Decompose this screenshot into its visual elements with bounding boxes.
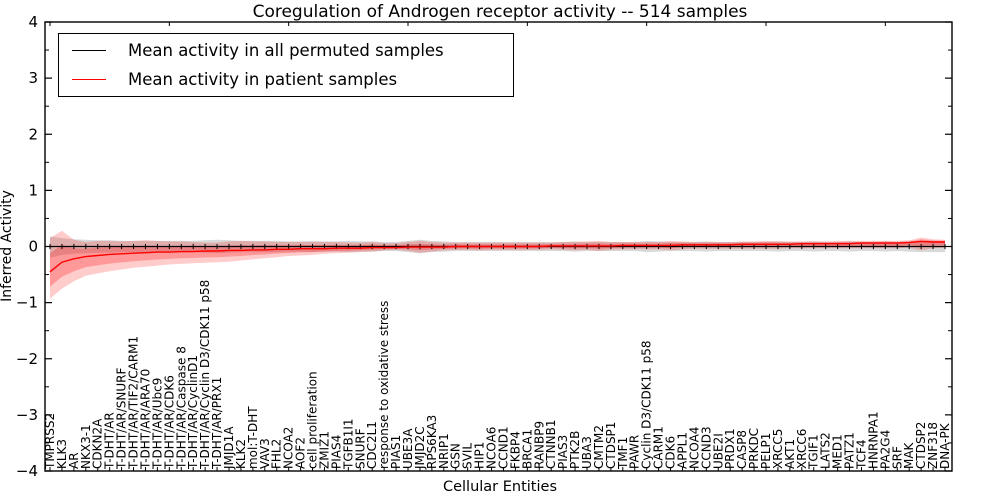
svg-text:T-DHT/AR/PRX1: T-DHT/AR/PRX1 — [210, 377, 224, 470]
svg-text:SVIL: SVIL — [461, 443, 475, 469]
svg-text:PATZ1: PATZ1 — [843, 432, 857, 469]
svg-text:RANBP9: RANBP9 — [532, 421, 546, 469]
svg-text:−2: −2 — [16, 350, 38, 368]
chart-title: Coregulation of Androgen receptor activi… — [252, 2, 748, 22]
svg-text:PELP1: PELP1 — [759, 433, 773, 469]
svg-text:mol:T-DHT: mol:T-DHT — [246, 406, 260, 469]
svg-text:0: 0 — [28, 238, 38, 256]
svg-text:JMJD1A: JMJD1A — [222, 426, 236, 470]
svg-text:MED1: MED1 — [831, 434, 845, 469]
svg-text:UBE3A: UBE3A — [401, 428, 415, 469]
svg-text:2: 2 — [28, 125, 38, 143]
legend-label-patient: Mean activity in patient samples — [128, 70, 398, 89]
svg-text:XRCC6: XRCC6 — [795, 429, 809, 469]
svg-text:SRF: SRF — [890, 446, 904, 469]
svg-text:BRCA1: BRCA1 — [520, 429, 534, 469]
svg-text:T-DHT/AR/Cyclin D3/CDK11 p58: T-DHT/AR/Cyclin D3/CDK11 p58 — [198, 280, 212, 470]
svg-text:TGIF1: TGIF1 — [807, 434, 821, 470]
svg-text:GSN: GSN — [449, 443, 463, 469]
svg-text:PIAS3: PIAS3 — [556, 435, 570, 469]
svg-text:VAV3: VAV3 — [258, 438, 272, 469]
svg-text:PAWR: PAWR — [628, 435, 642, 469]
svg-text:−4: −4 — [16, 462, 38, 480]
legend-item-patient: Mean activity in patient samples — [59, 66, 513, 94]
svg-text:CCND3: CCND3 — [699, 426, 713, 469]
svg-text:NRIP1: NRIP1 — [437, 433, 451, 469]
svg-text:−1: −1 — [16, 294, 38, 312]
svg-text:ZMIZ1: ZMIZ1 — [317, 431, 331, 469]
svg-text:NCOA4: NCOA4 — [687, 427, 701, 469]
svg-text:AR: AR — [67, 452, 81, 469]
svg-text:TMF1: TMF1 — [616, 437, 630, 470]
svg-text:T-DHT/AR/ARA70: T-DHT/AR/ARA70 — [138, 369, 152, 470]
svg-text:T-DHT/AR/TIF2/CARM1: T-DHT/AR/TIF2/CARM1 — [127, 336, 141, 470]
svg-text:NCOA2: NCOA2 — [282, 427, 296, 469]
svg-text:RPS6KA3: RPS6KA3 — [425, 415, 439, 469]
svg-text:NCOA6: NCOA6 — [485, 427, 499, 469]
svg-text:1: 1 — [28, 181, 38, 199]
svg-text:KLK2: KLK2 — [234, 439, 248, 469]
svg-text:PIAS1: PIAS1 — [389, 435, 403, 469]
svg-text:Cyclin D3/CDK11 p58: Cyclin D3/CDK11 p58 — [640, 340, 654, 469]
legend: Mean activity in all permuted samples Me… — [58, 33, 514, 97]
svg-text:T-DHT/AR/Ubc9: T-DHT/AR/Ubc9 — [150, 378, 164, 470]
svg-text:3: 3 — [28, 69, 38, 87]
svg-text:CDKN2A: CDKN2A — [91, 418, 105, 469]
svg-text:T-DHT/AR/SNURF: T-DHT/AR/SNURF — [115, 368, 129, 471]
svg-text:SNURF: SNURF — [353, 428, 367, 469]
svg-text:PTK2B: PTK2B — [568, 431, 582, 469]
svg-text:DNA-PK: DNA-PK — [938, 422, 952, 469]
svg-text:NKX3-1: NKX3-1 — [79, 424, 93, 469]
svg-text:KLK3: KLK3 — [55, 439, 69, 469]
svg-text:UBA3: UBA3 — [580, 436, 594, 469]
x-axis-label: Cellular Entities — [442, 479, 558, 495]
svg-text:T-DHT/AR/Caspase 8: T-DHT/AR/Caspase 8 — [174, 346, 188, 470]
svg-text:MAK: MAK — [902, 441, 916, 469]
svg-text:T-DHT/AR/CyclinD1: T-DHT/AR/CyclinD1 — [186, 355, 200, 470]
svg-text:CTDSP1: CTDSP1 — [604, 422, 618, 469]
svg-text:ZNF318: ZNF318 — [926, 422, 940, 469]
svg-text:PIAS4: PIAS4 — [329, 435, 343, 469]
svg-text:T-DHT/AR/CDK6: T-DHT/AR/CDK6 — [162, 375, 176, 470]
svg-text:FHL2: FHL2 — [270, 439, 284, 469]
svg-text:CDK6: CDK6 — [664, 436, 678, 469]
legend-line-permuted-icon — [72, 50, 106, 51]
svg-text:cell proliferation: cell proliferation — [306, 371, 320, 469]
svg-text:TGFB1I1: TGFB1I1 — [341, 418, 355, 470]
svg-text:CARM1: CARM1 — [652, 426, 666, 469]
svg-text:CTDSP2: CTDSP2 — [914, 422, 928, 469]
svg-text:TMPRSS2: TMPRSS2 — [43, 413, 57, 470]
svg-text:LATS2: LATS2 — [819, 432, 833, 469]
svg-text:response to oxidative stress: response to oxidative stress — [377, 301, 391, 469]
svg-text:APPL1: APPL1 — [675, 432, 689, 469]
svg-text:PRKDC: PRKDC — [747, 428, 761, 469]
svg-text:UBE2I: UBE2I — [711, 433, 725, 469]
svg-text:−3: −3 — [16, 406, 38, 424]
svg-text:CMTM2: CMTM2 — [592, 425, 606, 469]
svg-text:HNRNPA1: HNRNPA1 — [866, 411, 880, 469]
svg-text:JMJD2C: JMJD2C — [413, 426, 427, 470]
legend-item-permuted: Mean activity in all permuted samples — [59, 37, 513, 65]
svg-text:FKBP4: FKBP4 — [508, 431, 522, 469]
y-axis-label: Inferred Activity — [0, 190, 15, 302]
svg-text:XRCC5: XRCC5 — [771, 429, 785, 469]
svg-text:CDC2L1: CDC2L1 — [365, 421, 379, 469]
legend-label-permuted: Mean activity in all permuted samples — [128, 41, 444, 60]
svg-text:AKT1: AKT1 — [783, 439, 797, 469]
svg-text:4: 4 — [28, 13, 38, 31]
svg-text:HIP1: HIP1 — [473, 442, 487, 469]
svg-text:CTNNB1: CTNNB1 — [544, 419, 558, 469]
svg-text:AOF2: AOF2 — [294, 437, 308, 469]
legend-line-patient-icon — [72, 79, 106, 80]
svg-text:PRDX1: PRDX1 — [723, 428, 737, 469]
svg-text:TCF4: TCF4 — [854, 439, 868, 470]
svg-text:T-DHT/AR: T-DHT/AR — [103, 412, 117, 470]
svg-text:CCND1: CCND1 — [496, 426, 510, 469]
svg-text:PA2G4: PA2G4 — [878, 430, 892, 469]
svg-text:CASP8: CASP8 — [735, 430, 749, 469]
